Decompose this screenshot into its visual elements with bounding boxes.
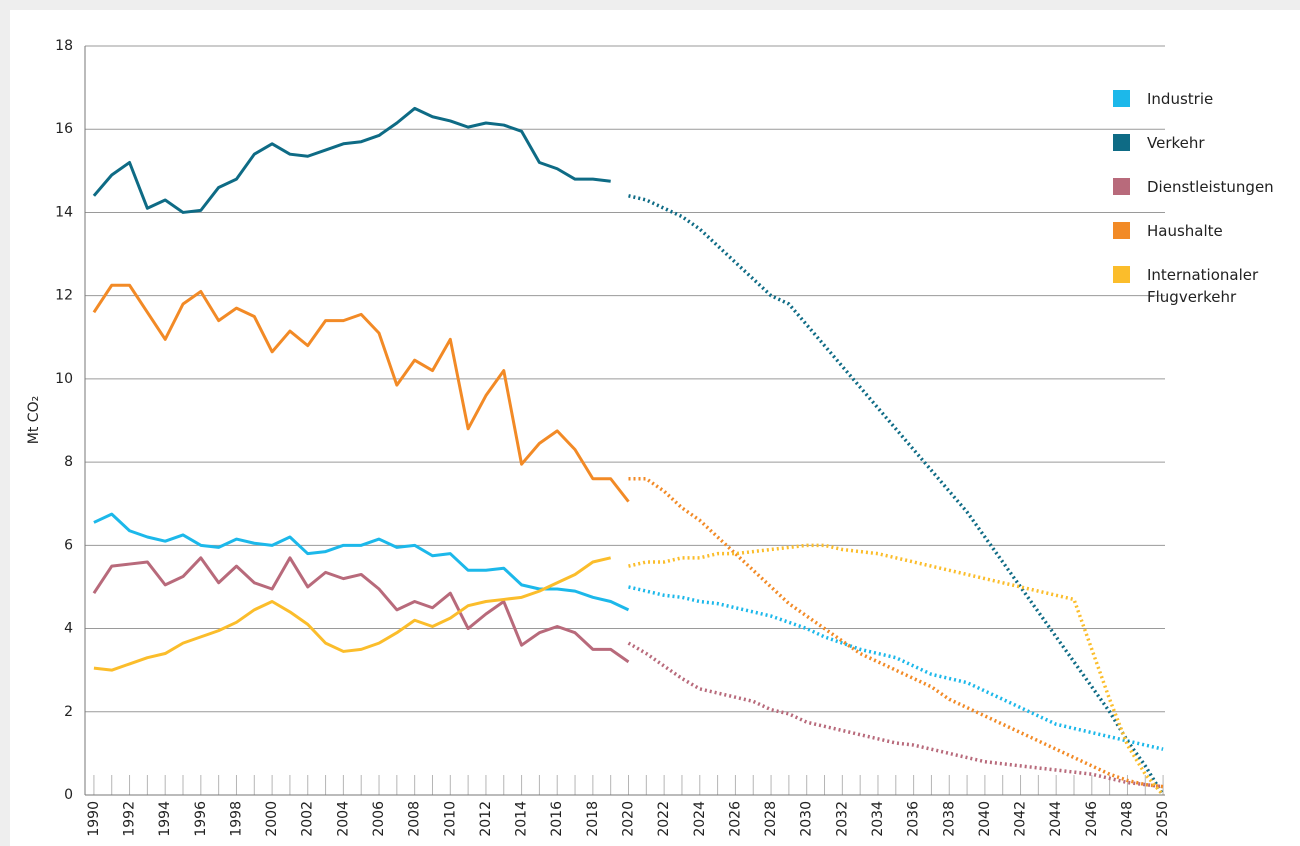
projection-line xyxy=(628,585,1164,751)
x-tick-label: 2024 xyxy=(692,801,708,837)
y-tick-label: 6 xyxy=(64,537,73,553)
legend-item: Industrie xyxy=(1113,88,1293,132)
x-tick-label: 2018 xyxy=(585,801,601,837)
legend-item: Internationaler Flugverkehr xyxy=(1113,264,1293,308)
x-tick-label: 1996 xyxy=(193,801,209,837)
x-tick-label: 2042 xyxy=(1013,801,1029,837)
x-tick-label: 2028 xyxy=(763,801,779,837)
line xyxy=(92,556,630,664)
x-tick-label: 2046 xyxy=(1084,801,1100,837)
x-tick-label: 1998 xyxy=(228,801,244,837)
chart-frame xyxy=(10,10,1300,846)
legend-swatch xyxy=(1113,178,1130,195)
y-tick-label: 14 xyxy=(55,204,73,220)
x-tick-label: 2010 xyxy=(442,801,458,837)
x-tick-label: 2034 xyxy=(870,801,886,837)
x-tick-label: 1994 xyxy=(157,801,173,837)
x-tick-label: 2008 xyxy=(407,801,423,837)
y-tick-label: 12 xyxy=(55,288,73,304)
legend: Industrie Verkehr Dienstleistungen Haushalt… xyxy=(1113,88,1293,308)
legend-label: Industrie xyxy=(1147,90,1214,108)
projection-line xyxy=(628,194,1165,796)
line xyxy=(93,512,630,612)
legend-label: Internationaler Flugverkehr xyxy=(1147,266,1259,306)
line xyxy=(93,556,612,672)
y-tick-label: 18 xyxy=(55,38,73,54)
y-tick-label: 8 xyxy=(64,454,73,470)
x-tick-label: 2020 xyxy=(621,801,637,837)
legend-label: Haushalte xyxy=(1147,222,1223,240)
x-tick-label: 2036 xyxy=(906,801,922,837)
x-tick-label: 2032 xyxy=(834,801,850,837)
x-tick-label: 2030 xyxy=(799,801,815,837)
y-tick-label: 10 xyxy=(55,371,73,387)
projection-line xyxy=(628,477,1164,789)
x-tick-label: 2000 xyxy=(264,801,280,837)
x-tick-label: 2026 xyxy=(727,801,743,837)
x-tick-label: 2012 xyxy=(478,801,494,837)
legend-label: Verkehr xyxy=(1147,134,1205,152)
x-tick-label: 2040 xyxy=(977,801,993,837)
line xyxy=(92,106,611,214)
y-tick-label: 2 xyxy=(64,704,73,720)
legend-swatch xyxy=(1113,134,1130,151)
legend-label: Dienstleistungen xyxy=(1147,178,1274,196)
x-tick-label: 2002 xyxy=(300,801,316,837)
y-tick-label: 4 xyxy=(64,621,73,637)
y-tick-label: 16 xyxy=(55,121,73,137)
y-tick-label: 0 xyxy=(64,787,73,803)
line xyxy=(92,283,630,503)
x-tick-label: 2016 xyxy=(549,801,565,837)
x-tick-label: 2050 xyxy=(1155,801,1171,837)
legend-swatch xyxy=(1113,90,1130,107)
x-tick-label: 1992 xyxy=(122,801,138,837)
x-tick-label: 2022 xyxy=(656,801,672,837)
x-tick-label: 2044 xyxy=(1048,801,1064,837)
projection-line xyxy=(628,543,1165,797)
legend-item: Verkehr xyxy=(1113,132,1293,176)
x-tick-label: 2014 xyxy=(514,801,530,837)
projection-line xyxy=(627,641,1164,789)
x-tick-label: 2048 xyxy=(1119,801,1135,837)
x-tick-label: 1990 xyxy=(86,801,102,837)
x-tick-label: 2006 xyxy=(371,801,387,837)
y-axis-label: Mt CO₂ xyxy=(26,396,42,444)
legend-item: Dienstleistungen xyxy=(1113,176,1293,220)
legend-item: Haushalte xyxy=(1113,220,1293,264)
legend-swatch xyxy=(1113,222,1130,239)
x-tick-label: 2004 xyxy=(335,801,351,837)
x-tick-label: 2038 xyxy=(941,801,957,837)
legend-swatch xyxy=(1113,266,1130,283)
